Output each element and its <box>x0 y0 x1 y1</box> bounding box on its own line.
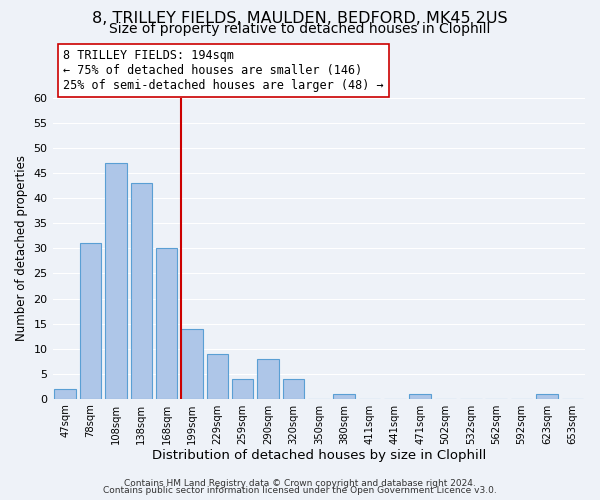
Bar <box>181 328 203 398</box>
Bar <box>409 394 431 398</box>
Bar <box>536 394 558 398</box>
Text: Contains public sector information licensed under the Open Government Licence v3: Contains public sector information licen… <box>103 486 497 495</box>
Text: Size of property relative to detached houses in Clophill: Size of property relative to detached ho… <box>109 22 491 36</box>
Bar <box>131 184 152 398</box>
Bar <box>80 244 101 398</box>
Bar <box>206 354 228 399</box>
Bar <box>55 388 76 398</box>
Bar <box>156 248 178 398</box>
Bar <box>232 378 253 398</box>
Text: Contains HM Land Registry data © Crown copyright and database right 2024.: Contains HM Land Registry data © Crown c… <box>124 478 476 488</box>
Bar <box>105 164 127 398</box>
Bar <box>283 378 304 398</box>
Text: 8 TRILLEY FIELDS: 194sqm
← 75% of detached houses are smaller (146)
25% of semi-: 8 TRILLEY FIELDS: 194sqm ← 75% of detach… <box>63 49 384 92</box>
Bar <box>257 358 279 399</box>
Bar <box>334 394 355 398</box>
X-axis label: Distribution of detached houses by size in Clophill: Distribution of detached houses by size … <box>152 450 486 462</box>
Text: 8, TRILLEY FIELDS, MAULDEN, BEDFORD, MK45 2US: 8, TRILLEY FIELDS, MAULDEN, BEDFORD, MK4… <box>92 11 508 26</box>
Y-axis label: Number of detached properties: Number of detached properties <box>15 156 28 342</box>
